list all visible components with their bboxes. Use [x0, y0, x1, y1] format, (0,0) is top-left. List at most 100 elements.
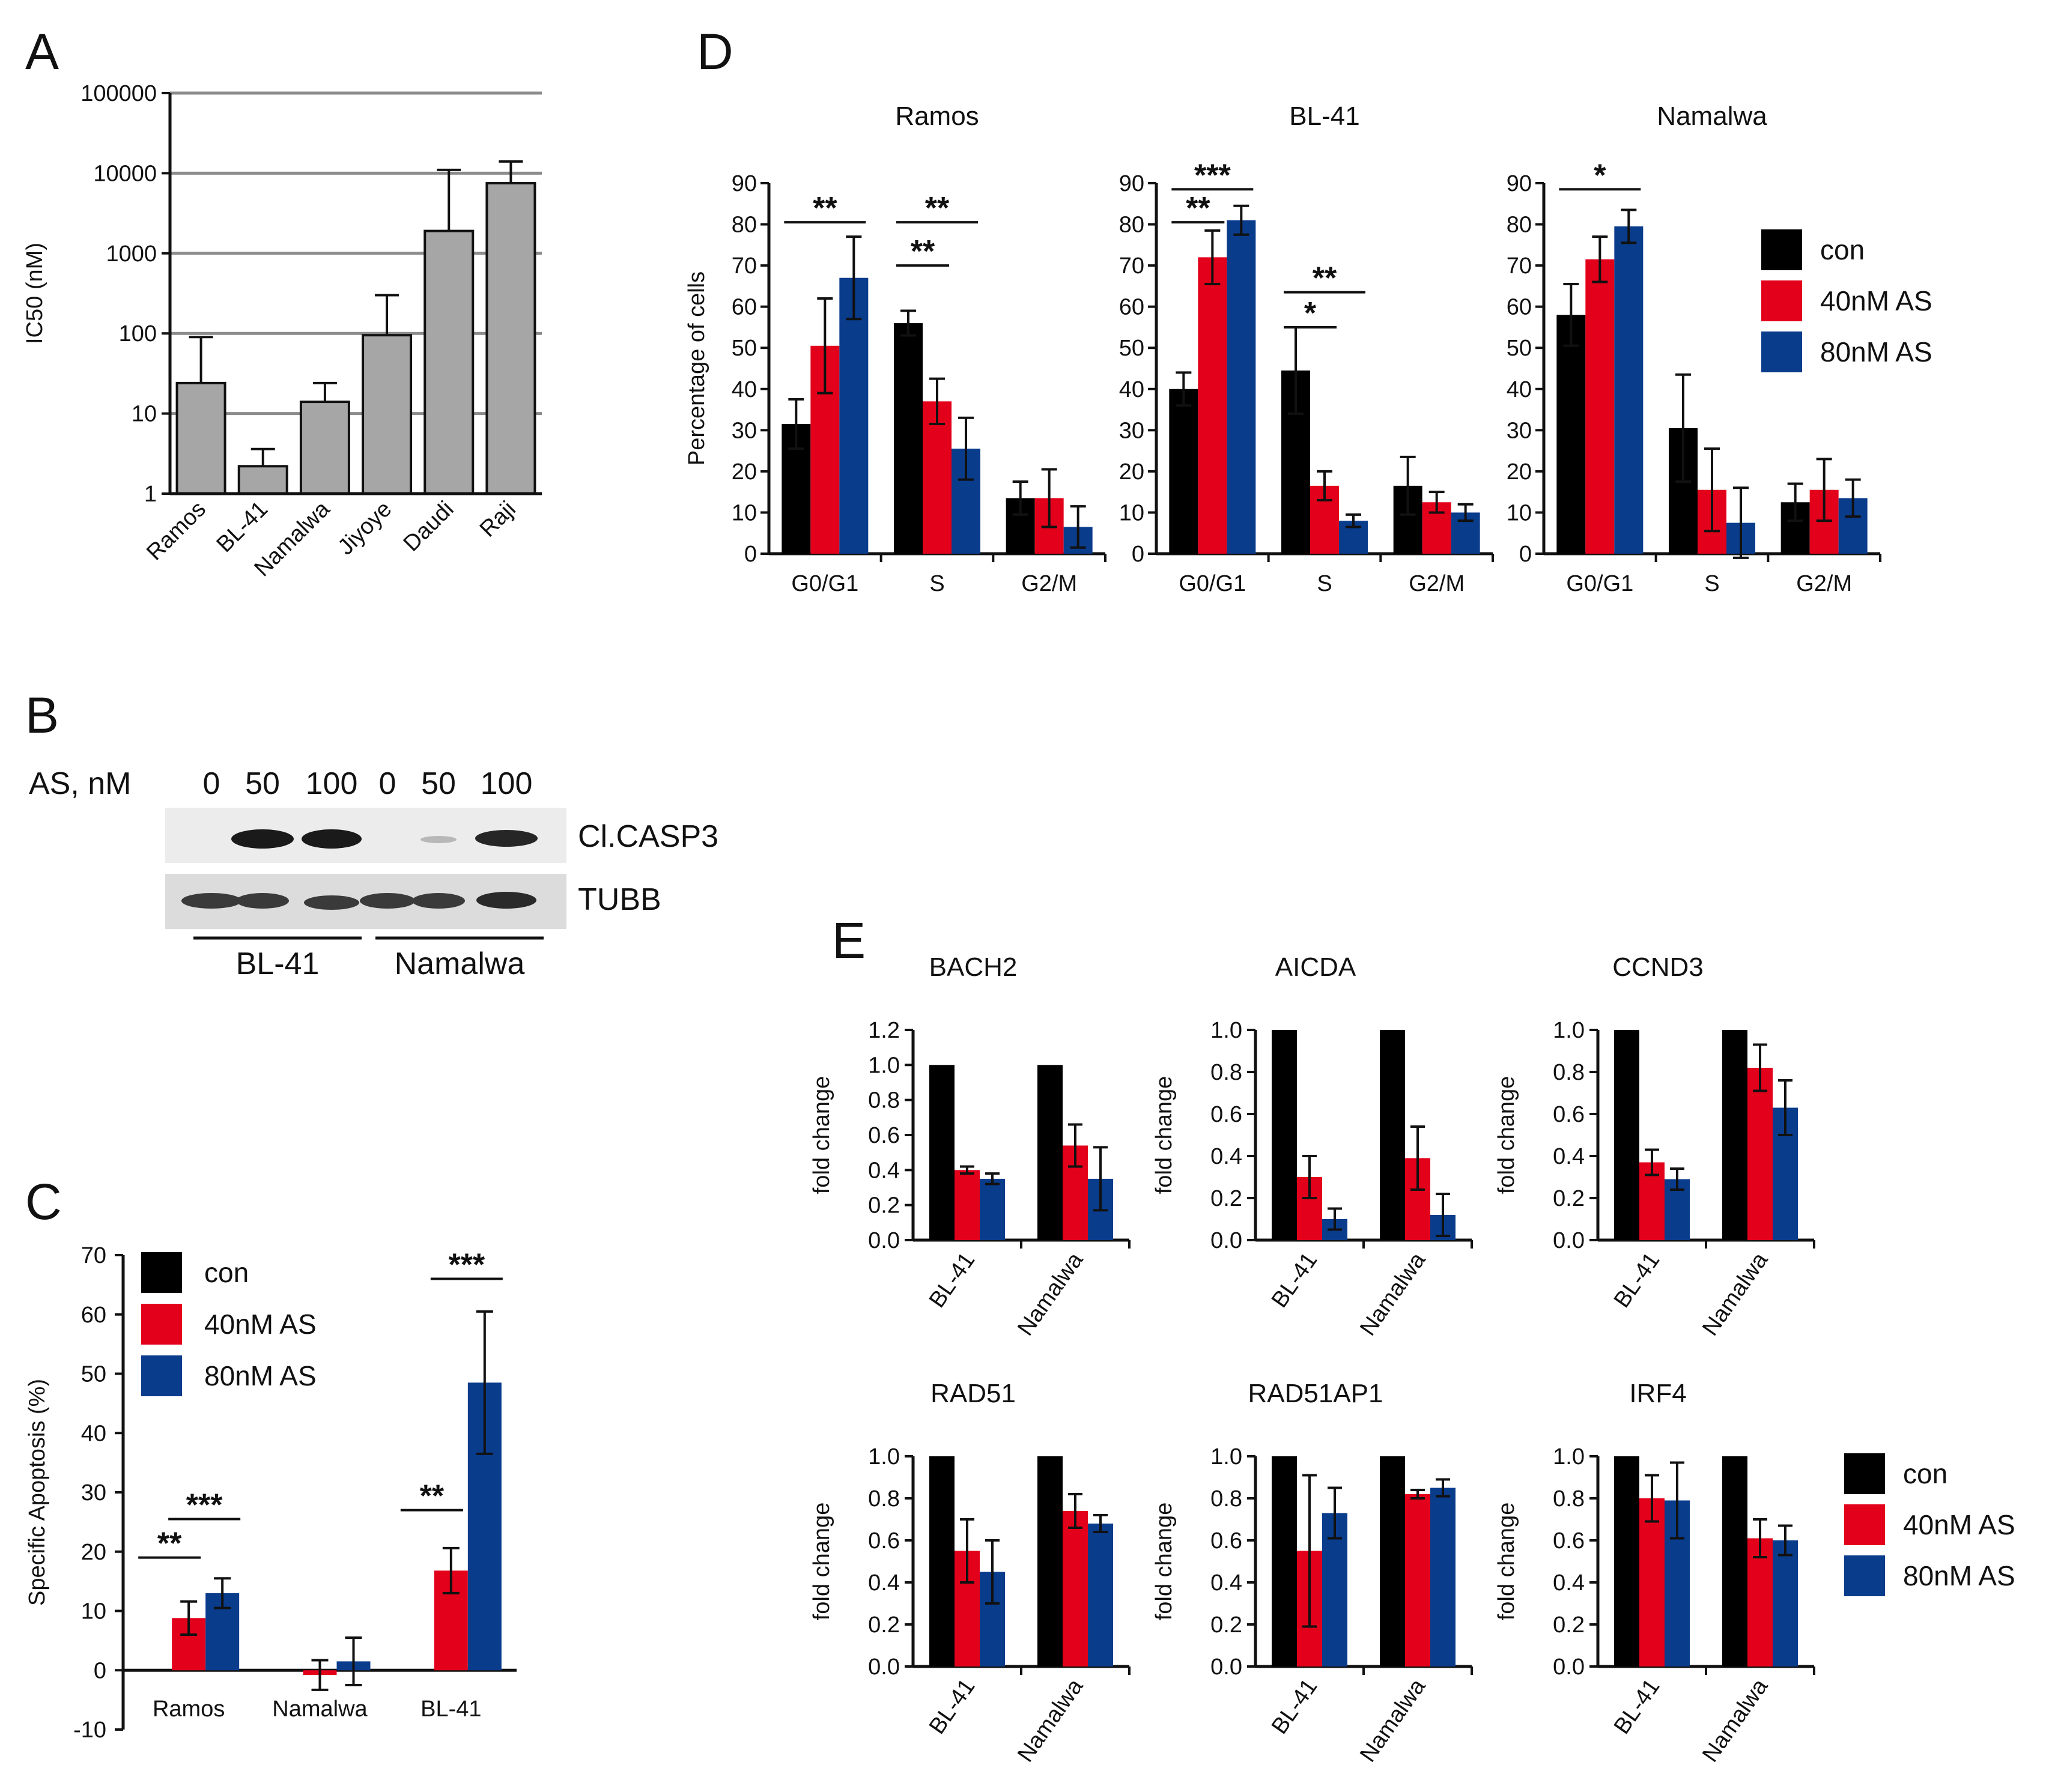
legend-label: con — [1820, 234, 1865, 265]
bar — [1430, 1488, 1456, 1666]
y-tick-label: 10000 — [93, 161, 157, 186]
significance-label: ** — [157, 1527, 182, 1561]
y-axis-label: IC50 (nM) — [22, 243, 47, 344]
blot-band-casp3 — [475, 830, 538, 847]
legend-label: con — [1903, 1458, 1947, 1489]
chart-c-apoptosis: -10 0 10 20 30 40 50 60 70 Specific Apoptosis (%)… — [25, 1243, 517, 1743]
y-axis-label: fold change — [809, 1076, 834, 1194]
y-tick-label: 80 — [732, 213, 757, 238]
blot-dose-1: 0 — [203, 766, 220, 801]
x-tick-label: G0/G1 — [1179, 571, 1246, 596]
bar — [1747, 1538, 1773, 1666]
y-tick-label: 50 — [1119, 336, 1144, 361]
y-tick-label: 20 — [81, 1540, 106, 1565]
blot-band-tubb — [236, 893, 289, 909]
y-tick-label: 0 — [1132, 542, 1144, 567]
y-tick-label: 90 — [732, 171, 757, 196]
y-tick-label: 1000 — [106, 241, 157, 267]
y-tick-label: 1 — [144, 482, 157, 507]
y-tick-label: 10 — [132, 402, 157, 427]
blot-band-casp3 — [420, 836, 457, 843]
subplot-title: BACH2 — [929, 952, 1018, 982]
bar — [1088, 1524, 1113, 1666]
bar — [1227, 220, 1256, 554]
y-tick-label: 90 — [1507, 171, 1532, 196]
y-tick-label: 80 — [1507, 213, 1532, 238]
y-axis-label: fold change — [1494, 1076, 1519, 1194]
y-tick-label: 40 — [1507, 377, 1532, 402]
y-tick-label: 70 — [1507, 253, 1532, 279]
y-tick-label: 30 — [1507, 418, 1532, 443]
y-tick-label: 1.0 — [1553, 1444, 1585, 1470]
y-tick-label: 70 — [732, 253, 757, 279]
significance-label: ** — [1313, 261, 1337, 296]
y-tick-label: 0.6 — [1553, 1102, 1585, 1127]
significance-label: *** — [1194, 158, 1231, 193]
legend-label: 40nM AS — [204, 1309, 317, 1340]
y-tick-label: 80 — [1119, 213, 1144, 238]
significance-label: *** — [448, 1248, 485, 1283]
x-tick-label: Namalwa — [272, 1697, 368, 1722]
panel-label-b: B — [25, 687, 59, 743]
bar — [1722, 1030, 1747, 1240]
y-axis-label: Specific Apoptosis (%) — [25, 1379, 50, 1606]
blot-band-tubb — [304, 895, 359, 910]
y-tick-label: 0.0 — [1553, 1228, 1585, 1253]
chart-d-cell-cycle: Percentage of cells Ramos 0 10 20 30 40 50 60 70 8… — [684, 101, 1932, 596]
y-tick-label: 60 — [1507, 295, 1532, 320]
blot-band-tubb — [412, 893, 465, 909]
bar — [1198, 257, 1227, 554]
subplot-title: BL-41 — [1289, 101, 1359, 131]
y-tick-label: 10 — [732, 500, 757, 525]
legend-label: 80nM AS — [204, 1360, 317, 1391]
y-tick-label: 30 — [1119, 418, 1144, 443]
bar — [1272, 1456, 1297, 1666]
y-tick-label: 50 — [1507, 336, 1532, 361]
y-tick-label: 20 — [1119, 459, 1144, 485]
y-tick-label: 0.0 — [868, 1654, 900, 1680]
y-tick-label: 0.6 — [1210, 1102, 1242, 1127]
x-tick-label: BL-41 — [420, 1697, 481, 1722]
panel-label-e: E — [832, 912, 866, 969]
y-tick-label: 0.2 — [868, 1612, 900, 1638]
bar — [1556, 315, 1586, 554]
bar — [1614, 226, 1644, 554]
y-tick-label: 0.2 — [868, 1193, 900, 1218]
y-tick-label: 0.8 — [1210, 1486, 1242, 1512]
y-tick-label: 100 — [119, 321, 157, 347]
panel-label-c: C — [25, 1173, 62, 1230]
y-tick-label: 20 — [732, 459, 757, 485]
bar — [1639, 1498, 1665, 1666]
significance-label: * — [1594, 158, 1606, 193]
y-tick-label: 40 — [1119, 377, 1144, 402]
legend-swatch — [1761, 229, 1802, 270]
bar — [1405, 1494, 1430, 1666]
y-tick-label: 60 — [81, 1303, 106, 1328]
bar — [1037, 1065, 1063, 1240]
x-tick-label: S — [1704, 571, 1719, 596]
y-tick-label: 50 — [732, 336, 757, 361]
blot-group-namalwa: Namalwa — [395, 946, 525, 981]
y-axis-label: fold change — [1152, 1503, 1177, 1621]
y-tick-label: 1.0 — [1553, 1018, 1585, 1043]
y-tick-label: 0.4 — [868, 1158, 900, 1183]
bar — [1169, 389, 1198, 554]
y-tick-label: 30 — [81, 1480, 106, 1506]
bar — [929, 1065, 955, 1240]
y-tick-label: 50 — [81, 1362, 106, 1387]
y-tick-label: 30 — [732, 418, 757, 443]
blot-dose-5: 50 — [421, 766, 456, 801]
blot-band-tubb — [181, 893, 241, 909]
subplot-title: IRF4 — [1629, 1379, 1686, 1408]
y-tick-label: 0.2 — [1553, 1612, 1585, 1638]
y-tick-label: 0.2 — [1210, 1612, 1242, 1638]
bar — [1063, 1511, 1088, 1666]
y-tick-label: 0.6 — [868, 1528, 900, 1554]
significance-label: ** — [911, 234, 935, 269]
bar — [485, 182, 536, 495]
blot-dose-6: 100 — [481, 766, 533, 801]
y-tick-label: 0.8 — [1553, 1486, 1585, 1512]
subplot-title: Ramos — [895, 101, 979, 131]
y-tick-label: 0 — [1519, 542, 1532, 567]
